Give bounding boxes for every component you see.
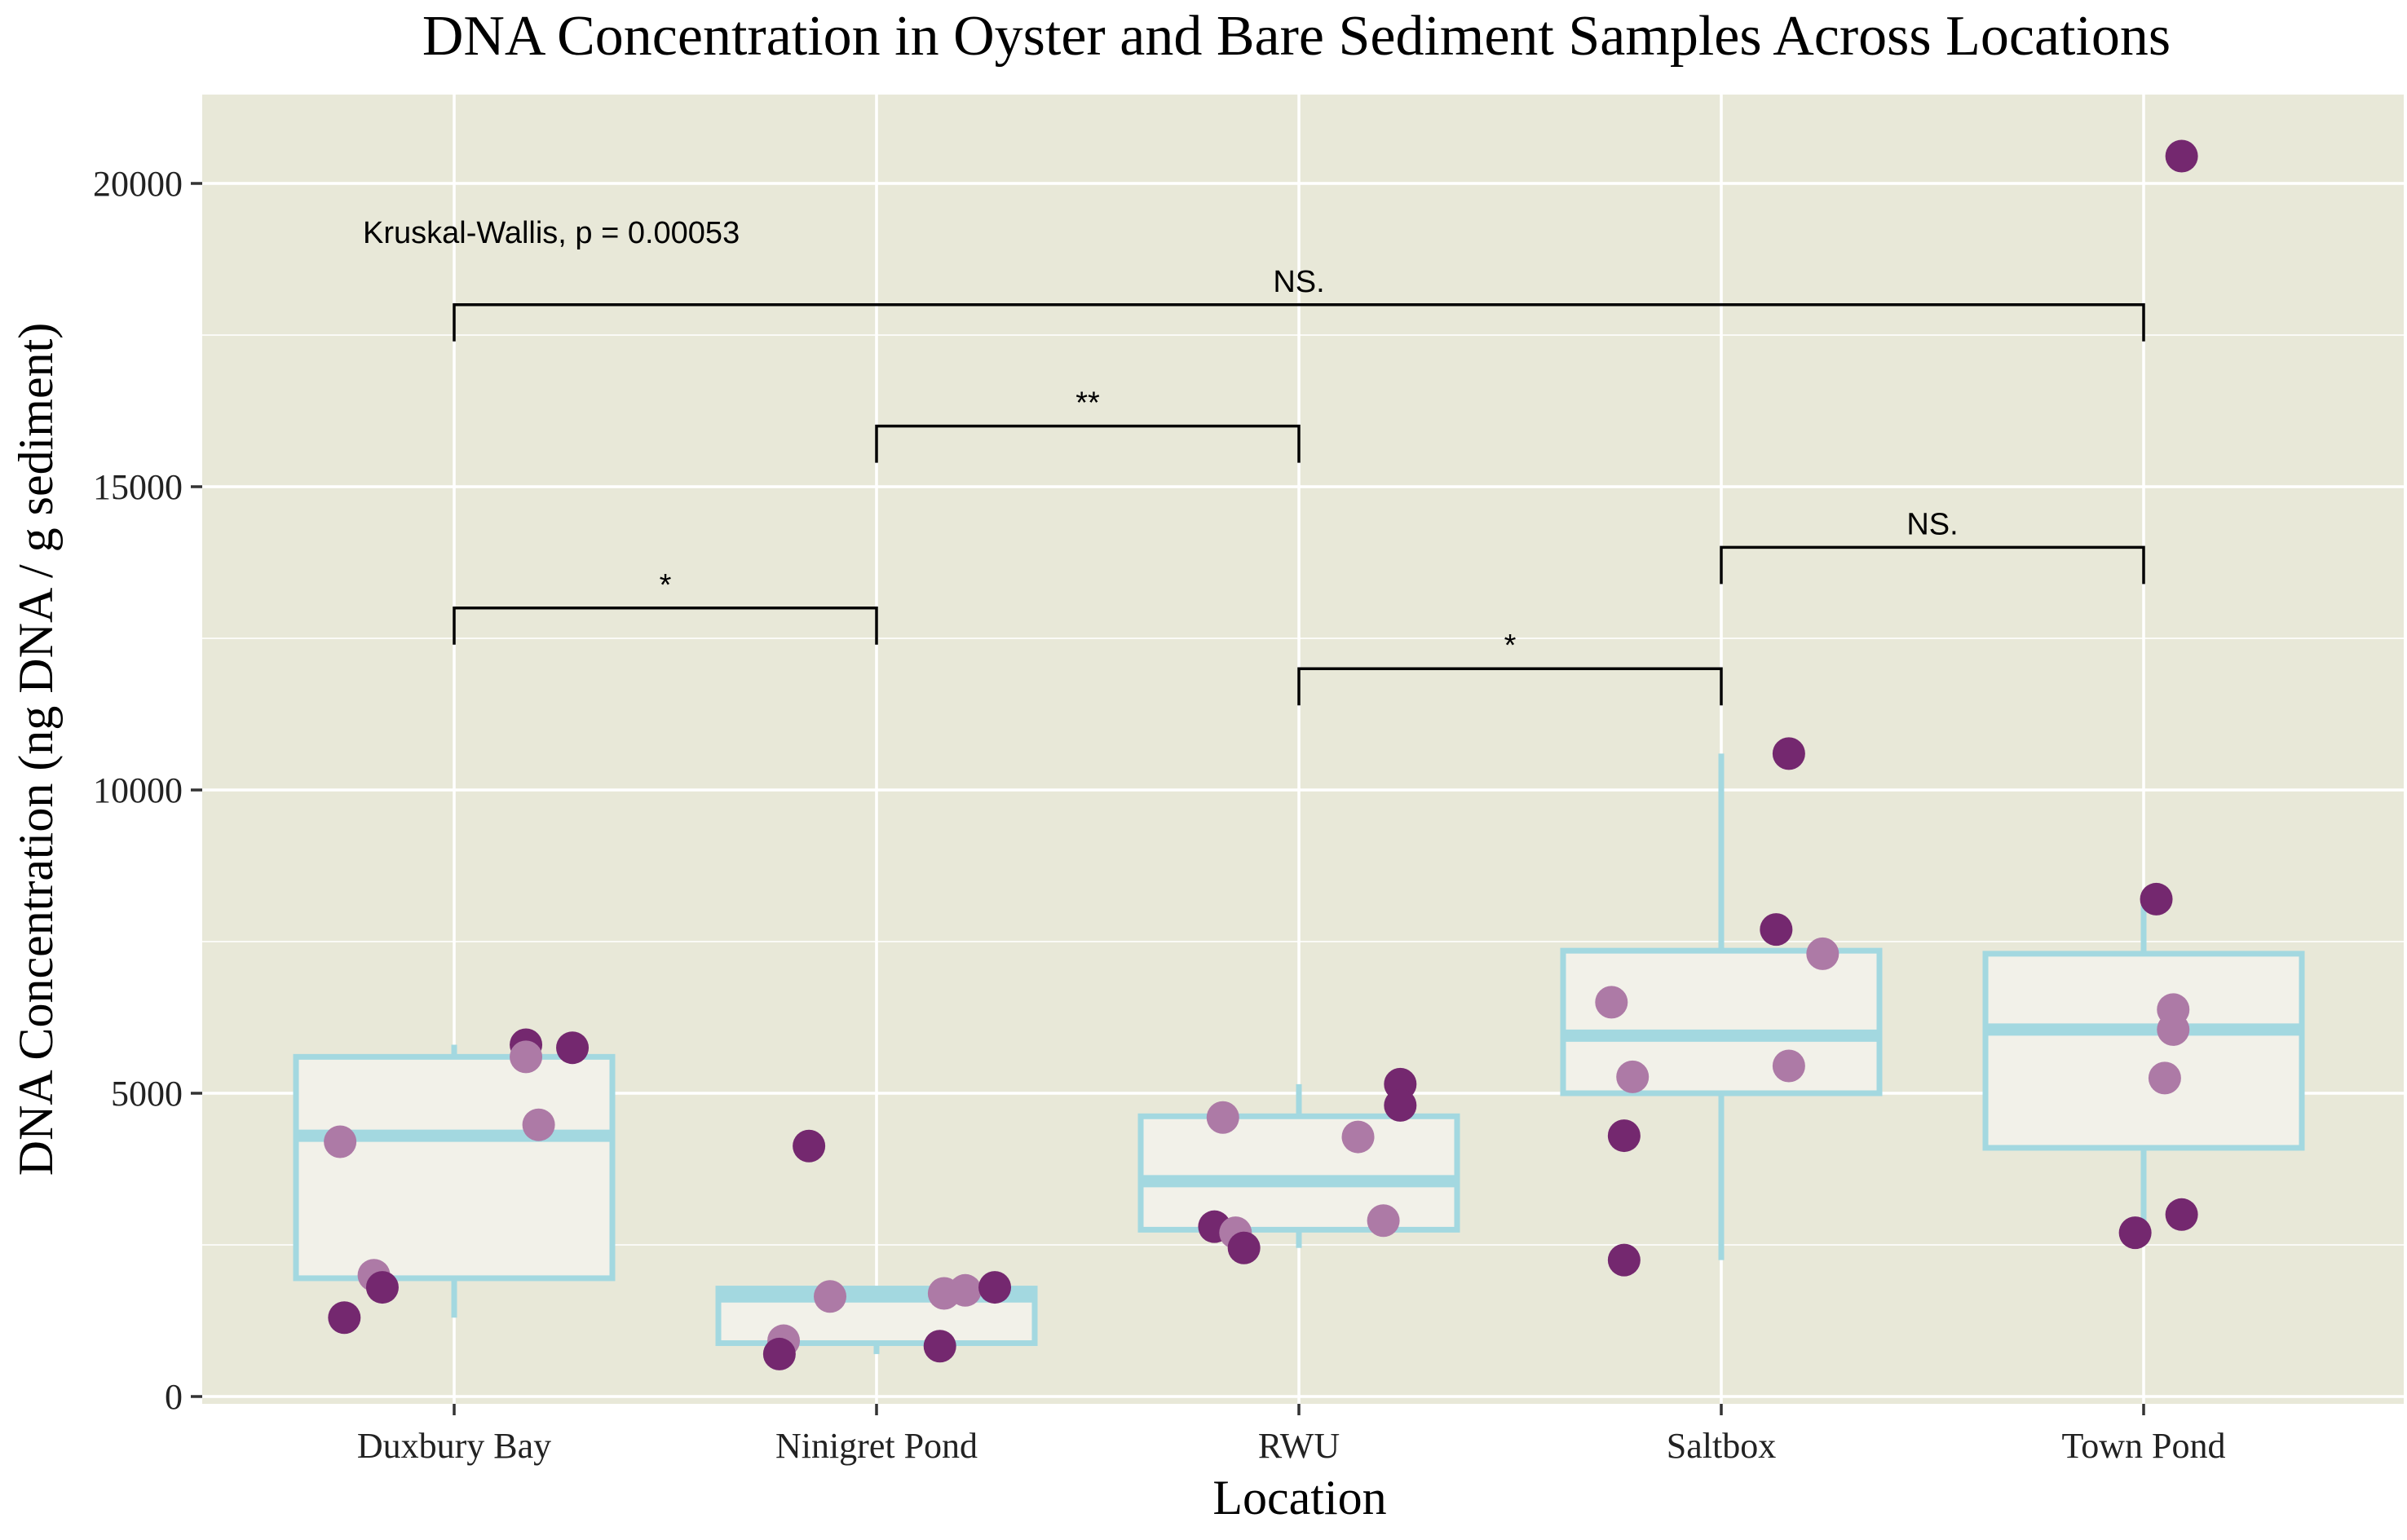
data-point — [1806, 937, 1839, 970]
comparison-bracket: NS. — [453, 265, 2145, 342]
y-tick-label: 15000 — [93, 467, 183, 507]
x-tick-label: RWU — [1258, 1426, 1340, 1466]
data-point — [2165, 139, 2198, 173]
x-tick-label: Saltbox — [1667, 1426, 1776, 1466]
box-saltbox — [1560, 753, 1883, 1260]
significance-label: * — [660, 568, 672, 602]
box-body — [293, 1053, 616, 1282]
y-tick-label: 20000 — [93, 164, 183, 204]
data-point — [1595, 986, 1628, 1019]
data-point — [1341, 1120, 1375, 1154]
x-tick-label: Town Pond — [2061, 1426, 2225, 1466]
data-point — [522, 1108, 555, 1141]
significance-label: NS. — [1273, 265, 1324, 299]
box-rwu — [1137, 1083, 1460, 1248]
x-axis-label: Location — [1212, 1471, 1386, 1525]
data-point — [328, 1301, 361, 1335]
data-point — [1384, 1088, 1417, 1122]
chart-title: DNA Concentration in Oyster and Bare Sed… — [422, 5, 2171, 68]
data-points — [324, 139, 2198, 1370]
comparison-bracket: ** — [875, 386, 1301, 463]
x-tick-label: Ninigret Pond — [775, 1426, 978, 1466]
data-point — [1227, 1231, 1261, 1264]
data-point — [510, 1040, 543, 1074]
data-point — [2157, 1013, 2190, 1046]
y-axis-label: DNA Concentration (ng DNA / g sediment) — [9, 323, 63, 1176]
bracket-line — [453, 607, 878, 645]
data-point — [556, 1031, 590, 1065]
comparison-bracket: * — [1297, 629, 1723, 706]
data-point — [2140, 882, 2173, 916]
data-point — [1607, 1119, 1641, 1153]
y-tick-label: 10000 — [93, 770, 183, 810]
data-point — [2148, 1061, 2181, 1095]
y-axis: 0 5000 10000 15000 20000 — [93, 164, 202, 1417]
bracket-line — [875, 424, 1301, 463]
data-point — [365, 1271, 399, 1304]
box-body — [1560, 947, 1883, 1097]
data-point — [948, 1273, 982, 1307]
data-point — [1607, 1243, 1641, 1277]
data-point — [324, 1125, 357, 1158]
boxes — [293, 753, 2305, 1354]
data-point — [2165, 1198, 2198, 1231]
data-point — [1772, 737, 1805, 770]
bracket-line — [453, 303, 2145, 342]
bracket-line — [1297, 667, 1723, 706]
comparison-bracket: * — [453, 568, 878, 645]
box-body — [1137, 1113, 1460, 1233]
significance-label: NS. — [1906, 507, 1958, 541]
x-tick-label: Duxbury Bay — [357, 1426, 551, 1466]
significance-label: * — [1504, 629, 1517, 663]
data-point — [1616, 1060, 1650, 1093]
box-duxbury-bay — [293, 1044, 616, 1318]
y-tick-label: 0 — [165, 1377, 183, 1417]
data-point — [1772, 1049, 1805, 1083]
significance-label: ** — [1075, 386, 1100, 421]
kruskal-wallis-annotation: Kruskal-Wallis, p = 0.00053 — [363, 216, 740, 250]
x-axis: Duxbury Bay Ninigret Pond RWU Saltbox Town P… — [357, 1404, 2226, 1466]
data-point — [1760, 913, 1793, 947]
comparison-bracket: NS. — [1720, 507, 2145, 585]
comparison-brackets: NS.***NS.* — [453, 265, 2145, 706]
y-tick-label: 5000 — [111, 1074, 183, 1114]
box-body — [1982, 951, 2305, 1151]
data-point — [1206, 1101, 1239, 1134]
data-point — [793, 1129, 826, 1163]
data-point — [978, 1271, 1012, 1304]
box-town-pond — [1982, 898, 2305, 1233]
data-point — [1367, 1204, 1400, 1238]
data-point — [923, 1330, 956, 1363]
data-point — [2118, 1216, 2152, 1250]
data-point — [762, 1337, 796, 1370]
bracket-line — [1720, 545, 2145, 585]
data-point — [814, 1280, 847, 1313]
